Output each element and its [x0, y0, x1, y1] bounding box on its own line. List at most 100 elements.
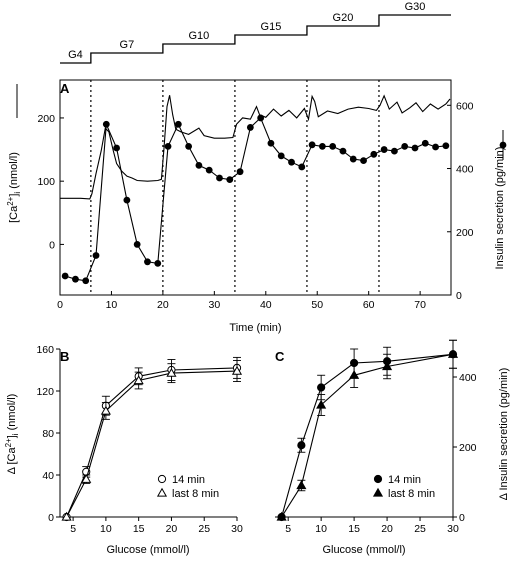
- insulin-point: [195, 161, 203, 169]
- x-tick-label: 40: [260, 299, 272, 311]
- insulin-point: [113, 144, 120, 152]
- x-tick-label: 10: [106, 299, 118, 311]
- insulin-point: [277, 152, 285, 160]
- insulin-point: [432, 143, 439, 151]
- data-point: [276, 511, 287, 521]
- data-point: [382, 361, 393, 371]
- x-tick-label: 25: [414, 523, 426, 535]
- y-tick-label: 160: [36, 344, 54, 356]
- protocol-label-g20: G20: [333, 12, 354, 24]
- x-tick-label: 20: [381, 523, 393, 535]
- insulin-point: [246, 124, 254, 131]
- panel-a-left-label: [Ca2+]i (nmol/l): [6, 152, 22, 223]
- x-tick-label: 0: [57, 299, 63, 311]
- calcium-trace: [60, 94, 451, 200]
- insulin-point: [391, 147, 398, 155]
- insulin-point: [72, 275, 79, 283]
- insulin-point: [370, 150, 378, 158]
- data-point: [81, 473, 92, 483]
- right-tick-label: 600: [456, 100, 474, 112]
- series-line-0: [66, 367, 238, 518]
- insulin-point: [288, 158, 295, 166]
- panel-b-legend: 14 min last 8 min: [156, 474, 219, 500]
- legend-label: 14 min: [388, 474, 421, 486]
- insulin-point: [61, 272, 69, 280]
- protocol-line: [60, 14, 451, 64]
- data-point: [349, 370, 360, 379]
- data-point: [133, 375, 144, 385]
- x-tick-label: 10: [315, 523, 327, 535]
- panel-a-right-label: Insulin secretion (pg/min): [494, 147, 506, 270]
- legend-marker: [156, 487, 168, 497]
- y-tick-label: 400: [459, 372, 477, 384]
- panel-a-letter: A: [60, 81, 70, 96]
- panel-c: C 5 10 15 20 25 300 200 400 Glucose (mmol/l) Δ …: [275, 339, 510, 556]
- insulin-point: [82, 277, 90, 285]
- insulin-point: [144, 258, 151, 266]
- y-tick-label: 0: [459, 512, 465, 524]
- insulin-point: [185, 142, 193, 150]
- x-tick-label: 60: [363, 299, 375, 311]
- y-tick-label: 120: [36, 386, 54, 398]
- y-tick-label: 0: [48, 512, 54, 524]
- data-point: [447, 349, 459, 358]
- insulin-markers: [61, 114, 450, 285]
- insulin-point: [216, 174, 223, 182]
- insulin-point: [257, 114, 265, 122]
- left-tick-label: 0: [49, 239, 55, 251]
- protocol-label-g10: G10: [189, 30, 210, 42]
- protocol-label-g30: G30: [405, 1, 426, 13]
- insulin-point: [442, 142, 450, 150]
- insulin-point: [154, 259, 162, 267]
- legend-label: 14 min: [172, 474, 205, 486]
- right-tick-label: 400: [456, 164, 474, 176]
- right-tick-label: 0: [456, 290, 462, 302]
- legend-marker: [157, 474, 167, 484]
- data-point: [166, 367, 177, 377]
- insulin-point: [174, 120, 182, 128]
- series-line-0: [281, 353, 454, 518]
- panel-a-right-axis: 0 200 400 600: [447, 100, 474, 302]
- panel-c-letter: C: [275, 349, 285, 364]
- insulin-point: [164, 142, 172, 150]
- insulin-point: [205, 166, 213, 174]
- insulin-point: [339, 147, 347, 155]
- glucose-protocol-staircase: G4 G7 G10 G15 G20 G30: [60, 1, 451, 64]
- panel-a-x-label: Time (min): [229, 322, 281, 334]
- insulin-point: [308, 141, 316, 149]
- x-tick-label: 70: [414, 299, 426, 311]
- x-tick-label: 20: [166, 523, 178, 535]
- x-tick-label: 50: [311, 299, 323, 311]
- panel-a-frame: [59, 79, 452, 296]
- insulin-point: [349, 155, 357, 163]
- legend-marker: [373, 474, 383, 484]
- data-point: [296, 480, 307, 490]
- panel-b: B 5 10 15 20 25 30 0 40 80 120 160 Glucose (mmol/l…: [4, 344, 243, 556]
- panel-b-plot: 5 10 15 20 25 30 0 40 80 120 160: [36, 344, 243, 535]
- panel-a-step-markers: [90, 80, 380, 295]
- insulin-point: [318, 142, 326, 150]
- panel-c-y-label: Δ Insulin secretion (pg/min): [498, 368, 510, 501]
- panel-a-left-axis: 0 100 200: [37, 113, 64, 251]
- series-line-1: [66, 370, 238, 518]
- panel-c-legend: 14 min last 8 min: [372, 474, 435, 500]
- insulin-point: [380, 146, 388, 153]
- x-tick-label: 15: [348, 523, 360, 535]
- data-point: [297, 441, 306, 450]
- panel-b-letter: B: [60, 349, 69, 364]
- data-point: [61, 511, 72, 521]
- insulin-point: [92, 252, 100, 259]
- panel-a-x-axis: 0 10 20 30 40 50 60 70: [57, 291, 426, 311]
- panel-b-x-label: Glucose (mmol/l): [106, 544, 189, 556]
- insulin-point: [133, 241, 141, 248]
- y-tick-label: 200: [459, 442, 477, 454]
- data-point: [231, 365, 243, 375]
- panel-a: A 0 10 20 30 40 50 60 70 0 100 200 0 200 400 600 Tim…: [6, 79, 507, 334]
- protocol-label-g15: G15: [261, 21, 282, 33]
- insulin-point: [411, 144, 419, 152]
- insulin-point: [360, 157, 367, 165]
- y-tick-label: 40: [42, 470, 54, 482]
- data-point: [100, 405, 111, 415]
- x-tick-label: 30: [447, 523, 459, 535]
